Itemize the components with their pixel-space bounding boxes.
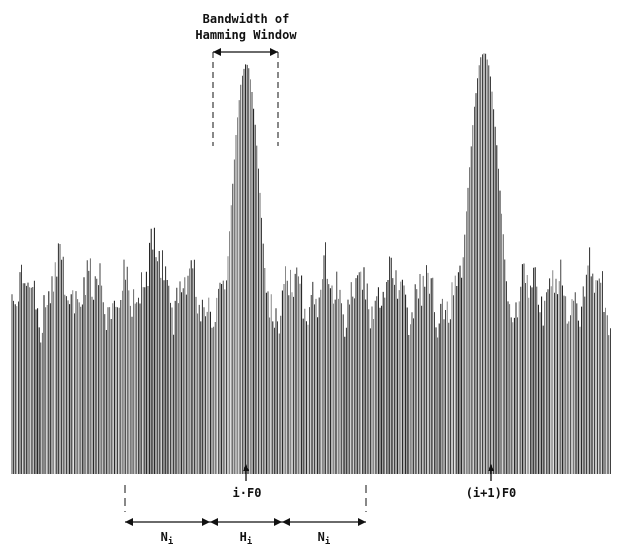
- band-label-sub: i: [167, 537, 174, 547]
- harmonic-arrow-i: [243, 464, 249, 481]
- band-label-harmonic: Hi: [239, 530, 253, 547]
- window-caption-line2: Hamming Window: [195, 28, 297, 42]
- window-bandwidth-bracket: [212, 48, 279, 146]
- harmonic-label-i-plus-1: (i+1)F0: [465, 486, 517, 500]
- band-label-noise-right: Ni: [317, 530, 331, 547]
- window-caption-line1: Bandwidth of: [202, 12, 290, 26]
- spectrum-bars: [11, 53, 611, 474]
- band-label-main: N: [317, 530, 325, 544]
- band-arrows: [125, 518, 366, 526]
- harmonic-label-i: i·F0: [232, 486, 262, 500]
- band-label-noise-left: Ni: [160, 530, 174, 547]
- band-label-sub: i: [246, 537, 253, 547]
- band-label-sub: i: [324, 537, 331, 547]
- band-label-main: N: [160, 530, 168, 544]
- band-boundary-lines: [124, 485, 367, 512]
- band-label-main: H: [239, 530, 247, 544]
- harmonic-arrow-i-plus-1: [488, 464, 494, 481]
